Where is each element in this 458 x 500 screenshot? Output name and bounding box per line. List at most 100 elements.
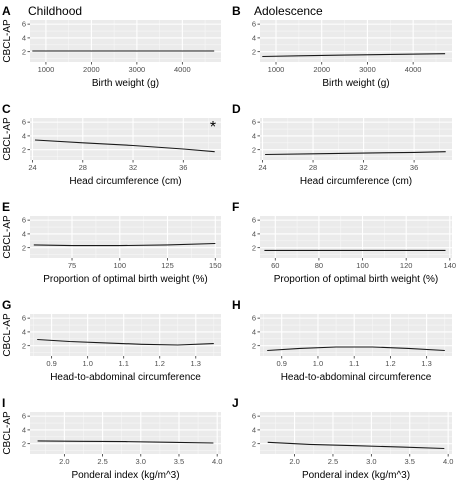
panel-j-x-tick-label: 2.5 xyxy=(328,457,338,466)
panel-d-label: D xyxy=(232,102,241,116)
panel-d-x-tick-label: 28 xyxy=(309,163,317,172)
panel-a-y-tick-label: 4 xyxy=(22,34,26,43)
panel-i-y-axis-title: CBCL-AP xyxy=(2,411,13,455)
panel-j-y-tick-label: 6 xyxy=(252,412,256,421)
panel-i-y-tick-label: 6 xyxy=(22,412,26,421)
panel-b-x-axis-title: Birth weight (g) xyxy=(322,78,389,89)
panel-c-x-tick-label: 32 xyxy=(129,163,137,172)
panel-j-x-tick-label: 4.0 xyxy=(443,457,453,466)
panel-g-series-line-0 xyxy=(37,338,214,346)
panel-c-y-tick-label: 6 xyxy=(22,118,26,127)
panel-e-y-tick-label: 6 xyxy=(22,216,26,225)
panel-a-y-tick-label: 6 xyxy=(22,20,26,29)
panel-g-label: G xyxy=(2,298,11,312)
panel-h-label: H xyxy=(232,298,241,312)
panel-c-x-tick-label: 24 xyxy=(28,163,36,172)
panel-h-x-tick-label: 1.3 xyxy=(421,359,431,368)
panel-f-x-tick-label: 80 xyxy=(315,261,323,270)
panel-f-x-tick-label: 60 xyxy=(271,261,279,270)
panel-h-x-tick-label: 1.2 xyxy=(385,359,395,368)
panel-g-x-tick-label: 0.9 xyxy=(46,359,56,368)
panel-g-y-tick-label: 2 xyxy=(22,341,26,350)
panel-b-label: B xyxy=(232,4,241,18)
panel-a-title: Childhood xyxy=(28,4,82,18)
panel-a-plot-background xyxy=(30,20,221,62)
panel-c-y-axis-title: CBCL-AP xyxy=(2,117,13,161)
panel-a-x-tick-label: 4000 xyxy=(174,65,191,74)
panel-i-plot-background xyxy=(30,412,221,454)
panel-j-label: J xyxy=(232,396,239,410)
panel-e-x-axis-title: Proportion of optimal birth weight (%) xyxy=(43,274,208,285)
panel-i-x-tick-label: 4.0 xyxy=(212,457,222,466)
panel-e-x-tick-label: 125 xyxy=(161,261,174,270)
panel-g-x-tick-label: 1.1 xyxy=(118,359,128,368)
panel-d-y-tick-label: 6 xyxy=(252,118,256,127)
panel-h-y-tick-label: 2 xyxy=(252,341,256,350)
panel-j-x-axis-title: Ponderal index (kg/m^3) xyxy=(302,470,410,481)
panel-c-plot-background xyxy=(30,118,221,160)
panel-h-x-tick-label: 1.0 xyxy=(313,359,323,368)
panel-a-x-axis-title: Birth weight (g) xyxy=(92,78,159,89)
panel-e-y-tick-label: 2 xyxy=(22,243,26,252)
panel-a-y-axis-title: CBCL-AP xyxy=(2,19,13,63)
panel-i-y-tick-label: 2 xyxy=(22,439,26,448)
panel-h-y-tick-label: 4 xyxy=(252,328,256,337)
panel-e-series-line-0 xyxy=(33,242,216,247)
panel-f-x-axis-title: Proportion of optimal birth weight (%) xyxy=(274,274,439,285)
panel-a-y-tick-label: 2 xyxy=(22,47,26,56)
panel-a-x-tick-label: 1000 xyxy=(38,65,55,74)
panel-e-x-tick-label: 75 xyxy=(68,261,76,270)
panel-b-y-tick-label: 2 xyxy=(252,47,256,56)
panel-b-x-tick-label: 1000 xyxy=(268,65,285,74)
panel-i-label: I xyxy=(2,396,5,410)
panel-h-series-line-0 xyxy=(267,346,445,352)
panel-i-x-tick-label: 2.0 xyxy=(59,457,69,466)
panel-f-x-tick-label: 100 xyxy=(356,261,369,270)
panel-e-x-tick-label: 150 xyxy=(209,261,222,270)
panel-b-x-tick-label: 2000 xyxy=(313,65,330,74)
panel-g-x-axis-title: Head-to-abdominal circumference xyxy=(50,372,201,383)
panel-i-y-tick-label: 4 xyxy=(22,426,26,435)
panel-b-title: Adolescence xyxy=(254,4,323,18)
panel-h-y-tick-label: 6 xyxy=(252,314,256,323)
panel-i-x-tick-label: 3.5 xyxy=(174,457,184,466)
panel-e-x-tick-label: 100 xyxy=(114,261,127,270)
panel-d-y-tick-label: 2 xyxy=(252,145,256,154)
panel-h-x-axis-title: Head-to-abdominal circumference xyxy=(281,372,432,383)
panel-e-y-axis-title: CBCL-AP xyxy=(2,215,13,259)
panel-g-y-tick-label: 6 xyxy=(22,314,26,323)
panel-j-y-tick-label: 2 xyxy=(252,439,256,448)
panel-f-plot-background xyxy=(260,216,452,258)
panel-g-y-axis-title: CBCL-AP xyxy=(2,313,13,357)
panel-h-x-tick-label: 0.9 xyxy=(277,359,287,368)
panel-f-y-tick-label: 6 xyxy=(252,216,256,225)
panel-f-x-tick-label: 120 xyxy=(400,261,413,270)
panel-g-y-tick-label: 4 xyxy=(22,328,26,337)
panel-a-x-tick-label: 2000 xyxy=(83,65,100,74)
panel-d-x-tick-label: 24 xyxy=(258,163,266,172)
panel-j-x-tick-label: 2.0 xyxy=(289,457,299,466)
panel-a-label: A xyxy=(2,4,11,18)
panel-d-x-tick-label: 32 xyxy=(359,163,367,172)
panel-c-x-tick-label: 28 xyxy=(79,163,87,172)
panel-g-x-tick-label: 1.0 xyxy=(82,359,92,368)
panel-c-label: C xyxy=(2,102,11,116)
panel-d-y-tick-label: 4 xyxy=(252,132,256,141)
panel-f-y-tick-label: 4 xyxy=(252,230,256,239)
panel-c-series-line-0 xyxy=(34,139,215,153)
panel-b-y-tick-label: 6 xyxy=(252,20,256,29)
panel-c-x-axis-title: Head circumference (cm) xyxy=(69,176,181,187)
panel-i-series-line-0 xyxy=(37,440,214,444)
panel-g-x-tick-label: 1.3 xyxy=(191,359,201,368)
panel-a-x-tick-label: 3000 xyxy=(129,65,146,74)
panel-j-x-tick-label: 3.0 xyxy=(366,457,376,466)
panel-c-y-tick-label: 4 xyxy=(22,132,26,141)
panel-c-y-tick-label: 2 xyxy=(22,145,26,154)
panel-f-y-tick-label: 2 xyxy=(252,243,256,252)
panel-j-plot-background xyxy=(260,412,452,454)
panel-d-series-line-0 xyxy=(265,151,446,156)
panel-e-label: E xyxy=(2,200,10,214)
panel-b-series-line-0 xyxy=(262,53,446,58)
panel-b-x-tick-label: 4000 xyxy=(405,65,422,74)
